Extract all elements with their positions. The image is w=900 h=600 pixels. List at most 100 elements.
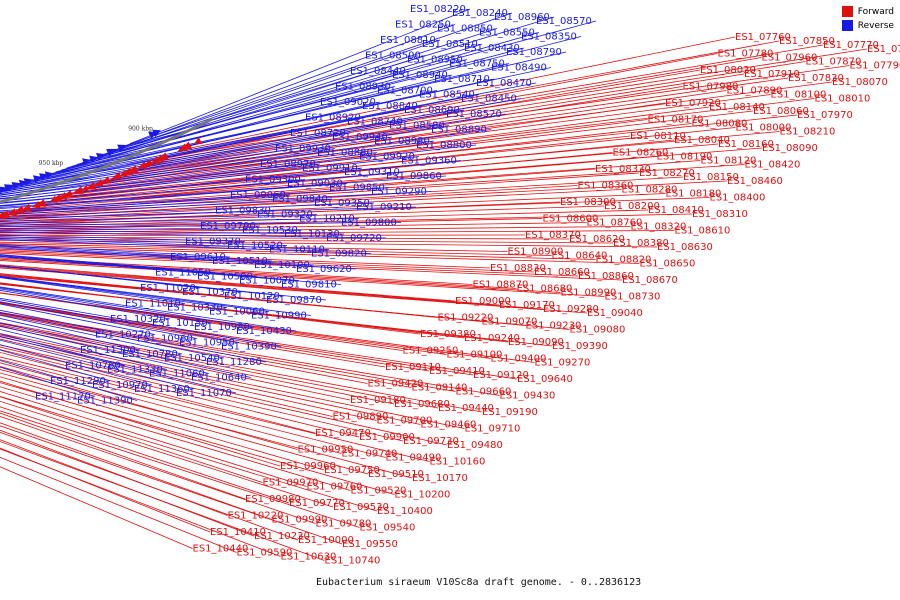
- forward-gene-label: ES1_08310: [692, 209, 748, 220]
- reverse-gene: [32, 175, 42, 183]
- forward-gene-label: ES1_09000: [455, 296, 511, 307]
- reverse-gene: [11, 181, 22, 190]
- reverse-gene: [95, 153, 105, 161]
- leader-line: [0, 252, 623, 281]
- leader-line: [0, 179, 306, 207]
- forward-gene-label: ES1_09760: [307, 482, 363, 493]
- forward-gene-label: ES1_08400: [710, 193, 766, 204]
- reverse-gene-label: ES1_10530: [242, 225, 298, 236]
- leader-line: [0, 329, 168, 370]
- reverse-gene-label: ES1_10430: [236, 326, 292, 337]
- leader-line: [0, 277, 186, 304]
- forward-gene-label: ES1_08900: [508, 247, 564, 258]
- forward-gene-label: ES1_08200: [604, 201, 660, 212]
- reverse-gene: [18, 179, 27, 188]
- forward-gene-label: ES1_10440: [193, 544, 249, 555]
- leader-line: [0, 299, 240, 343]
- forward-gene-label: ES1_09270: [535, 358, 591, 369]
- leader-line: [0, 314, 183, 355]
- leader-line: [0, 236, 288, 246]
- reverse-gene-label: ES1_08580: [389, 121, 445, 132]
- leader-line: [0, 210, 276, 220]
- leader-line: [0, 380, 281, 467]
- reverse-gene-label: ES1_08880: [317, 148, 373, 159]
- forward-gene: [82, 184, 90, 192]
- reverse-gene-label: ES1_11290: [50, 376, 106, 387]
- forward-gene-label: ES1_08160: [718, 139, 774, 150]
- leader-line: [0, 234, 246, 242]
- forward-gene-label: ES1_08260: [613, 148, 669, 159]
- leader-line: [0, 254, 216, 273]
- forward-gene-label: ES1_08360: [578, 181, 634, 192]
- leader-line: [0, 318, 141, 351]
- forward-gene-label: ES1_08370: [525, 230, 581, 241]
- forward-gene-label: ES1_08300: [560, 197, 616, 208]
- leader-line: [0, 301, 198, 339]
- reverse-gene-label: ES1_08840: [362, 101, 418, 112]
- forward-gene-label: ES1_07780: [718, 49, 774, 60]
- forward-gene-label: ES1_09900: [359, 432, 415, 443]
- leader-line: [124, 12, 513, 147]
- forward-gene-label: ES1_09490: [386, 453, 442, 464]
- leader-line: [0, 229, 345, 235]
- leader-line: [0, 334, 421, 425]
- leader-line: [0, 322, 483, 413]
- forward-gene-label: ES1_08990: [561, 288, 617, 299]
- reverse-gene-label: ES1_08430: [464, 43, 520, 54]
- leader-line: [0, 416, 316, 524]
- forward-gene-label: ES1_09110: [385, 362, 441, 373]
- leader-line: [0, 213, 693, 229]
- leader-line: [159, 53, 718, 160]
- forward-gene-label: ES1_09430: [500, 391, 556, 402]
- reverse-gene-label: ES1_10390: [221, 342, 277, 353]
- forward-gene-label: ES1_09530: [333, 502, 389, 513]
- legend-forward: Forward: [841, 6, 894, 17]
- leader-line: [0, 243, 552, 256]
- reverse-gene-label: ES1_10370: [182, 287, 238, 298]
- reverse-gene-label: ES1_08810: [380, 35, 436, 46]
- reverse-gene-label: ES1_08440: [350, 66, 406, 77]
- reverse-gene-label: ES1_08690: [404, 105, 460, 116]
- forward-gene-label: ES1_08170: [648, 115, 704, 126]
- forward-gene-label: ES1_08110: [630, 131, 686, 142]
- forward-gene-label: ES1_09460: [421, 420, 477, 431]
- forward-gene-label: ES1_10200: [395, 490, 451, 501]
- leader-line: [0, 312, 225, 359]
- reverse-gene-label: ES1_08950: [407, 55, 463, 66]
- leader-line: [0, 193, 666, 223]
- forward-gene-label: ES1_09730: [403, 436, 459, 447]
- forward-gene-label: ES1_09480: [447, 440, 503, 451]
- leader-line: [0, 276, 270, 312]
- forward-gene-label: ES1_10410: [210, 527, 266, 538]
- leader-line: [0, 202, 375, 218]
- forward-gene-label: ES1_08730: [605, 292, 661, 303]
- reverse-gene-label: ES1_11010: [125, 299, 181, 310]
- backbone-arc: [0, 117, 214, 204]
- leader-line: [85, 110, 754, 190]
- forward-gene: [0, 211, 6, 220]
- leader-line: [0, 333, 126, 366]
- leader-line: [0, 339, 195, 390]
- leader-line: [0, 121, 408, 193]
- leader-line: [0, 222, 402, 226]
- forward-gene-label: ES1_07850: [779, 36, 835, 47]
- reverse-gene-label: ES1_11300: [80, 345, 136, 356]
- forward-gene-label: ES1_09220: [438, 313, 494, 324]
- forward-gene-label: ES1_10630: [281, 552, 337, 563]
- forward-gene-label: ES1_08600: [543, 214, 599, 225]
- reverse-gene: [23, 178, 33, 186]
- reverse-gene-label: ES1_08790: [506, 47, 562, 58]
- leader-line: [112, 90, 727, 180]
- forward-gene: [151, 156, 161, 164]
- leader-line: [0, 160, 462, 204]
- leader-line: [82, 43, 483, 163]
- leader-line: [23, 86, 396, 183]
- forward-gene-label: ES1_08060: [753, 106, 809, 117]
- leader-line: [0, 431, 299, 541]
- reverse-gene-label: ES1_10110: [269, 245, 325, 256]
- reverse-gene-label: ES1_10100: [254, 260, 310, 271]
- forward-gene-label: ES1_08210: [780, 127, 836, 138]
- leader-line: [0, 191, 432, 214]
- leader-line: [0, 152, 378, 200]
- leader-line: [0, 349, 111, 382]
